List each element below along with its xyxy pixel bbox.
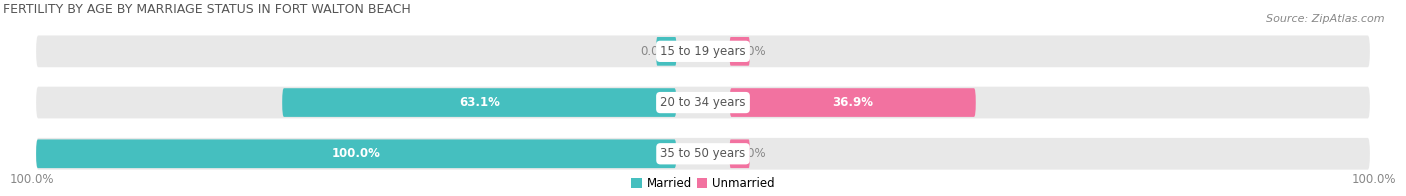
FancyBboxPatch shape xyxy=(283,88,676,117)
FancyBboxPatch shape xyxy=(37,139,676,168)
FancyBboxPatch shape xyxy=(730,139,749,168)
Text: 100.0%: 100.0% xyxy=(10,172,53,186)
FancyBboxPatch shape xyxy=(657,37,676,66)
Text: 15 to 19 years: 15 to 19 years xyxy=(661,45,745,58)
Text: 36.9%: 36.9% xyxy=(832,96,873,109)
Text: 0.0%: 0.0% xyxy=(737,45,766,58)
FancyBboxPatch shape xyxy=(37,138,1369,170)
Text: FERTILITY BY AGE BY MARRIAGE STATUS IN FORT WALTON BEACH: FERTILITY BY AGE BY MARRIAGE STATUS IN F… xyxy=(3,3,411,15)
Text: 100.0%: 100.0% xyxy=(332,147,381,160)
FancyBboxPatch shape xyxy=(730,88,976,117)
Legend: Married, Unmarried: Married, Unmarried xyxy=(627,172,779,195)
Text: 63.1%: 63.1% xyxy=(458,96,499,109)
Text: 0.0%: 0.0% xyxy=(640,45,669,58)
Text: 35 to 50 years: 35 to 50 years xyxy=(661,147,745,160)
Text: 20 to 34 years: 20 to 34 years xyxy=(661,96,745,109)
FancyBboxPatch shape xyxy=(37,35,1369,67)
FancyBboxPatch shape xyxy=(37,87,1369,118)
Text: 100.0%: 100.0% xyxy=(1353,172,1396,186)
Text: 0.0%: 0.0% xyxy=(737,147,766,160)
FancyBboxPatch shape xyxy=(730,37,749,66)
Text: Source: ZipAtlas.com: Source: ZipAtlas.com xyxy=(1267,14,1385,24)
